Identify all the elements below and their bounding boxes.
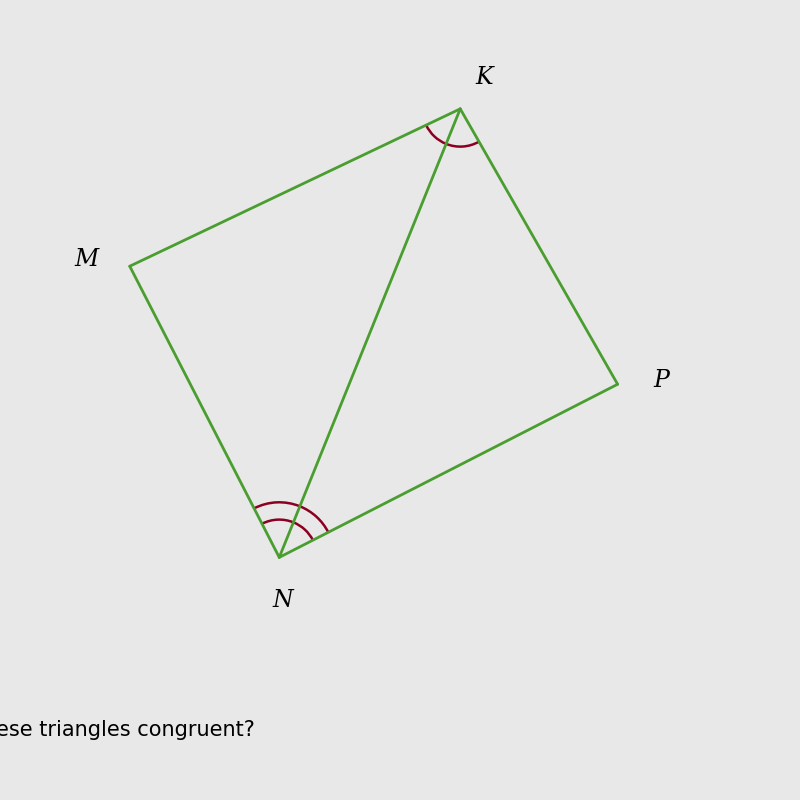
Text: ese triangles congruent?: ese triangles congruent?: [0, 721, 255, 741]
Text: M: M: [74, 249, 98, 271]
Text: P: P: [653, 369, 669, 392]
Text: K: K: [475, 66, 493, 89]
Text: N: N: [273, 589, 294, 612]
